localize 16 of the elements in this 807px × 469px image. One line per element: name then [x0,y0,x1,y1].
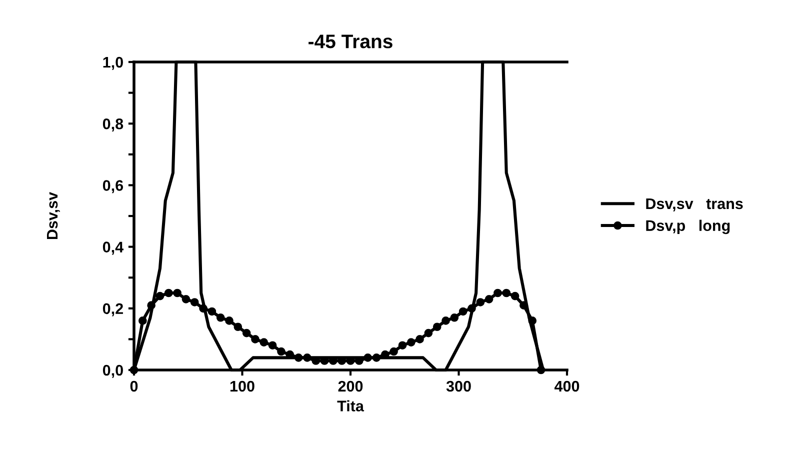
legend-label: Dsv,p long [646,220,730,234]
y-axis-title: Dsv,sv [47,192,60,240]
y-tick-label: 0,0 [102,364,123,378]
x-tick-label: 100 [230,380,254,392]
y-tick-label: 0,4 [102,242,124,255]
x-tick-label: 200 [338,380,363,392]
y-tick-label: 0,6 [102,180,124,194]
chart-title: -45 Trans [308,34,392,48]
x-axis-title: Tita [337,400,364,412]
y-tick-label: 0,8 [102,118,124,132]
y-tick-label: 0,2 [102,303,123,316]
x-tick-label: 300 [446,380,471,392]
legend-label: Dsv,sv trans [646,198,743,212]
x-tick-label: 0 [130,380,138,392]
x-tick-label: 400 [554,380,580,392]
y-tick-label: 1,0 [103,56,123,70]
